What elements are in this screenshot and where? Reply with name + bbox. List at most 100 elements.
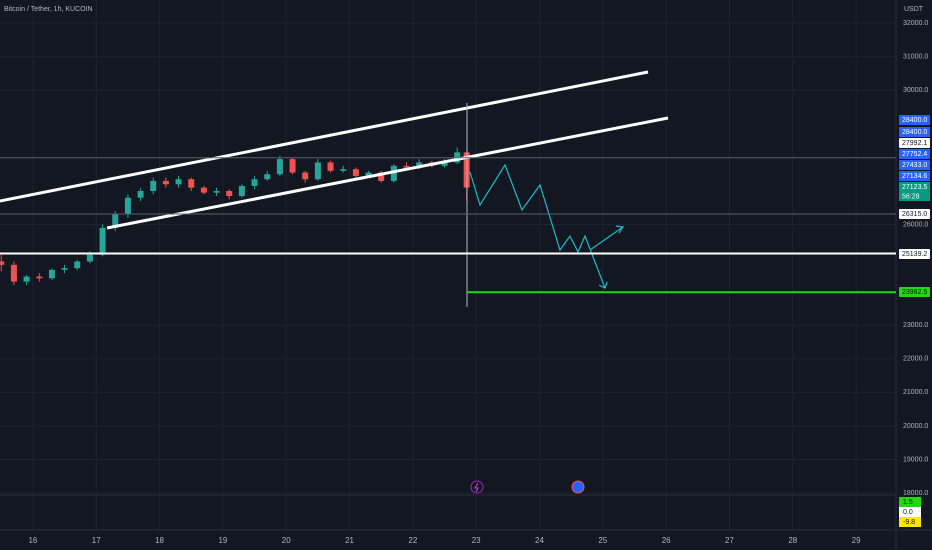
y-tick-label: 20000.0 [903, 423, 928, 430]
price-label-box [899, 149, 930, 159]
candle-body [175, 179, 182, 185]
price-label-box [899, 171, 930, 181]
candle-body [238, 185, 245, 197]
candle-body [86, 254, 93, 262]
x-tick-label: 23 [472, 536, 481, 545]
candle-body [276, 159, 283, 175]
x-tick-label: 17 [92, 536, 101, 545]
candle-body [327, 162, 334, 171]
candle-body [99, 227, 106, 255]
x-tick-label: 19 [218, 536, 227, 545]
channel-lower [106, 116, 669, 230]
price-label-box [899, 115, 930, 125]
candle-body [48, 269, 55, 279]
y-tick-label: 23000.0 [903, 322, 928, 329]
candle-body [416, 162, 423, 168]
candle-body [403, 165, 410, 168]
candle-body [10, 264, 17, 282]
x-tick-label: 22 [408, 536, 417, 545]
candle-body [390, 165, 397, 181]
candle-body [23, 276, 30, 282]
candle-body [264, 174, 271, 180]
channel-upper [0, 70, 649, 203]
y-tick-label: 31000.0 [903, 54, 928, 61]
x-tick-label: 27 [725, 536, 734, 545]
price-label: 27433.0 [902, 162, 927, 169]
countdown-box [899, 192, 930, 201]
price-label-box [899, 127, 930, 137]
x-tick-label: 29 [852, 536, 861, 545]
candle-body [340, 169, 347, 171]
event-icon[interactable] [571, 480, 585, 494]
x-tick-label: 16 [28, 536, 37, 545]
event-icon-glyph [474, 482, 479, 493]
candle-body [36, 276, 43, 279]
candles [0, 147, 470, 285]
price-label: 23982.5 [902, 289, 927, 296]
projection-path [469, 163, 606, 289]
y-tick-label: 32000.0 [903, 20, 928, 27]
y-tick-label: 22000.0 [903, 356, 928, 363]
candle-body [124, 197, 131, 215]
arrow-head [598, 281, 608, 289]
y-tick-label: 19000.0 [903, 456, 928, 463]
event-icon[interactable] [470, 480, 484, 494]
x-tick-label: 26 [662, 536, 671, 545]
price-label: 27134.6 [902, 173, 927, 180]
candle-body [213, 190, 220, 193]
x-tick-label: 20 [282, 536, 291, 545]
y-tick-label: 18000.0 [903, 490, 928, 497]
price-label-box [899, 138, 930, 148]
currency-label: USDT [904, 6, 924, 13]
candle-body [61, 268, 68, 270]
price-axis: 32000.0 31000.0 30000.0 26000.0 23000.0 22000… [28, 20, 930, 545]
x-tick-label: 25 [598, 536, 607, 545]
candle-body [302, 172, 309, 180]
indicator-label-box [899, 517, 921, 527]
price-label-box [899, 182, 930, 192]
candle-body [74, 261, 81, 269]
candle-body [137, 190, 144, 198]
x-tick-label: 28 [788, 536, 797, 545]
candle-body [226, 190, 233, 197]
indicator-label: 0.0 [903, 509, 913, 516]
y-tick-label: 30000.0 [903, 87, 928, 94]
indicator-label: 1.5 [903, 499, 913, 506]
horizontal-lines [0, 157, 896, 294]
y-tick-label: 26000.0 [903, 221, 928, 228]
candle-body [251, 179, 258, 186]
candle-body [112, 214, 119, 228]
price-label-box [899, 160, 930, 170]
x-tick-label: 21 [345, 536, 354, 545]
indicator-label-box [899, 507, 921, 517]
candle-body [378, 172, 385, 181]
y-tick-label: 21000.0 [903, 389, 928, 396]
indicator-label: -9.8 [903, 519, 915, 526]
price-label-box [899, 209, 930, 219]
x-tick-label: 24 [535, 536, 544, 545]
price-label-box [899, 287, 930, 297]
grid [0, 0, 896, 530]
candle-body [441, 162, 448, 166]
candle-body [188, 179, 195, 188]
candle-body [289, 159, 296, 173]
price-label: 27992.1 [902, 140, 927, 147]
candle-body [200, 187, 207, 193]
candle-body [0, 261, 5, 265]
x-tick-label: 18 [155, 536, 164, 545]
indicator-label-box [899, 497, 921, 507]
candle-body [162, 180, 169, 185]
price-label: 25139.2 [902, 251, 927, 258]
candle-body [150, 180, 157, 191]
chart-title: Bitcoin / Tether, 1h, KUCOIN [4, 6, 93, 13]
countdown: 56:28 [902, 193, 920, 200]
candle-body [314, 162, 321, 180]
candle-body [352, 169, 359, 176]
price-label: 28400.0 [902, 117, 927, 124]
candle-body [365, 172, 372, 176]
arrow-head [615, 225, 625, 234]
projection-path [589, 226, 624, 251]
price-label-box [899, 249, 930, 259]
